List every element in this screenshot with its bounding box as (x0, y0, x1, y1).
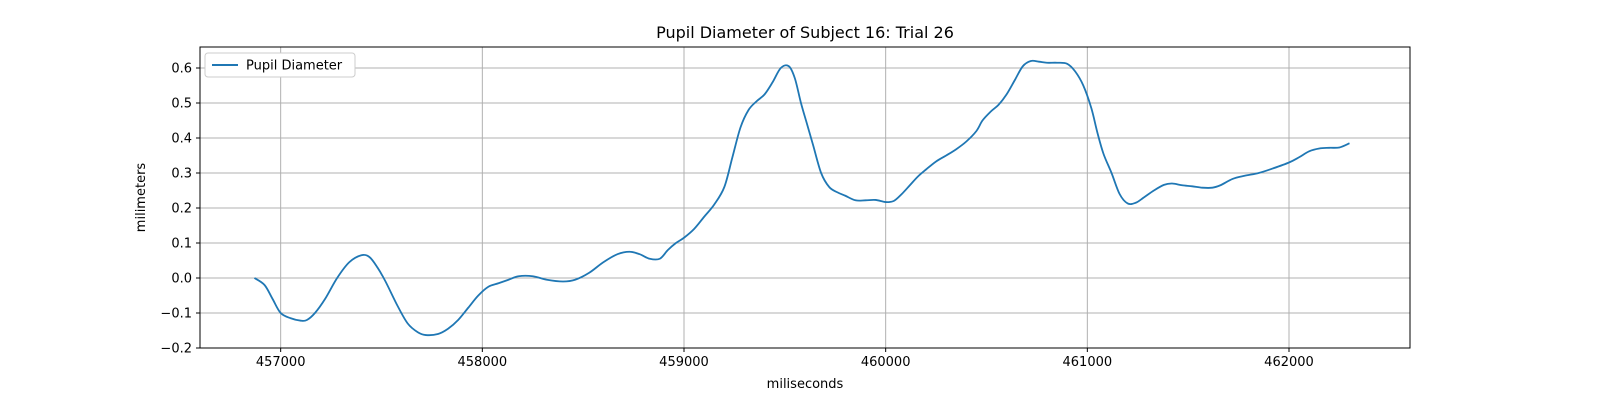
y-tick-label: 0.1 (171, 237, 192, 252)
legend-label: Pupil Diameter (246, 59, 343, 74)
y-tick-label: 0.4 (171, 132, 192, 147)
x-tick-label: 462000 (1264, 355, 1314, 370)
tick-layer: 457000 458000 459000 460000 461000 462000 −0.2… (160, 62, 1313, 371)
y-axis-label: milimeters (134, 163, 149, 233)
x-tick-label: 457000 (256, 355, 306, 370)
x-axis-label: miliseconds (767, 377, 844, 392)
x-tick-label: 461000 (1063, 355, 1113, 370)
y-tick-label: 0.5 (171, 97, 192, 112)
y-tick-label: 0.2 (171, 202, 192, 217)
x-tick-label: 459000 (659, 355, 709, 370)
y-tick-label: 0.3 (171, 167, 192, 182)
series-layer (253, 59, 1350, 337)
plot-frame (199, 46, 1411, 349)
chart-title: Pupil Diameter of Subject 16: Trial 26 (656, 23, 954, 42)
y-tick-label: −0.1 (160, 307, 192, 322)
y-tick-label: −0.2 (160, 342, 192, 357)
x-tick-label: 460000 (861, 355, 911, 370)
y-tick-label: 0.6 (171, 62, 192, 77)
legend-box (204, 52, 356, 78)
y-tick-label: 0.0 (171, 272, 192, 287)
x-tick-label: 458000 (458, 355, 508, 370)
plot-area (200, 47, 1410, 348)
series-line-pupil-diameter (253, 59, 1350, 337)
legend: Pupil Diameter (204, 52, 356, 78)
